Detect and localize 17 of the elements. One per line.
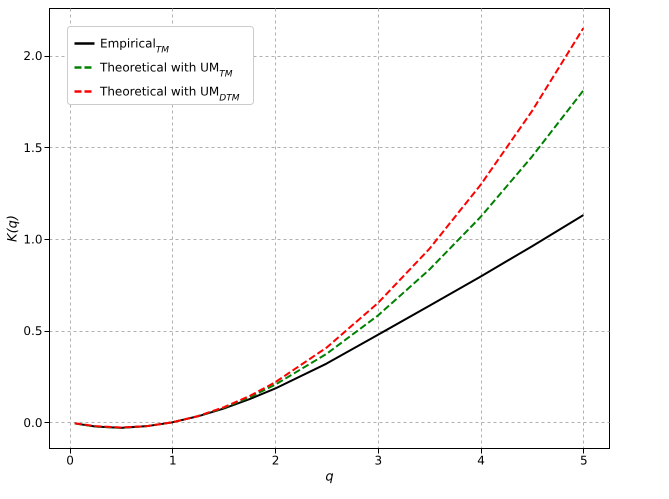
y-tick-label: 0.5 <box>23 324 42 338</box>
x-axis-title: q <box>325 470 334 484</box>
y-axis-title: K(q) <box>5 215 20 242</box>
x-tick-label: 5 <box>580 454 588 468</box>
y-tick-label: 1.5 <box>23 140 42 155</box>
legend-label: Theoretical with UM$_{TM}$ <box>99 60 233 80</box>
y-tick-label: 2.0 <box>23 49 42 64</box>
legend-label: Theoretical with UM$_{DTM}$ <box>99 84 240 104</box>
x-tick-label: 4 <box>477 454 485 468</box>
y-tick-label: 1.0 <box>23 232 42 246</box>
line-series <box>74 27 584 428</box>
x-tick-label: 2 <box>272 454 280 468</box>
y-tick-label: 0.0 <box>23 416 42 430</box>
x-tick-label: 0 <box>66 454 74 468</box>
x-tick-label: 3 <box>374 454 382 468</box>
legend-label: Empirical$_{TM}$ <box>100 36 170 56</box>
x-tick-label: 1 <box>168 454 177 468</box>
